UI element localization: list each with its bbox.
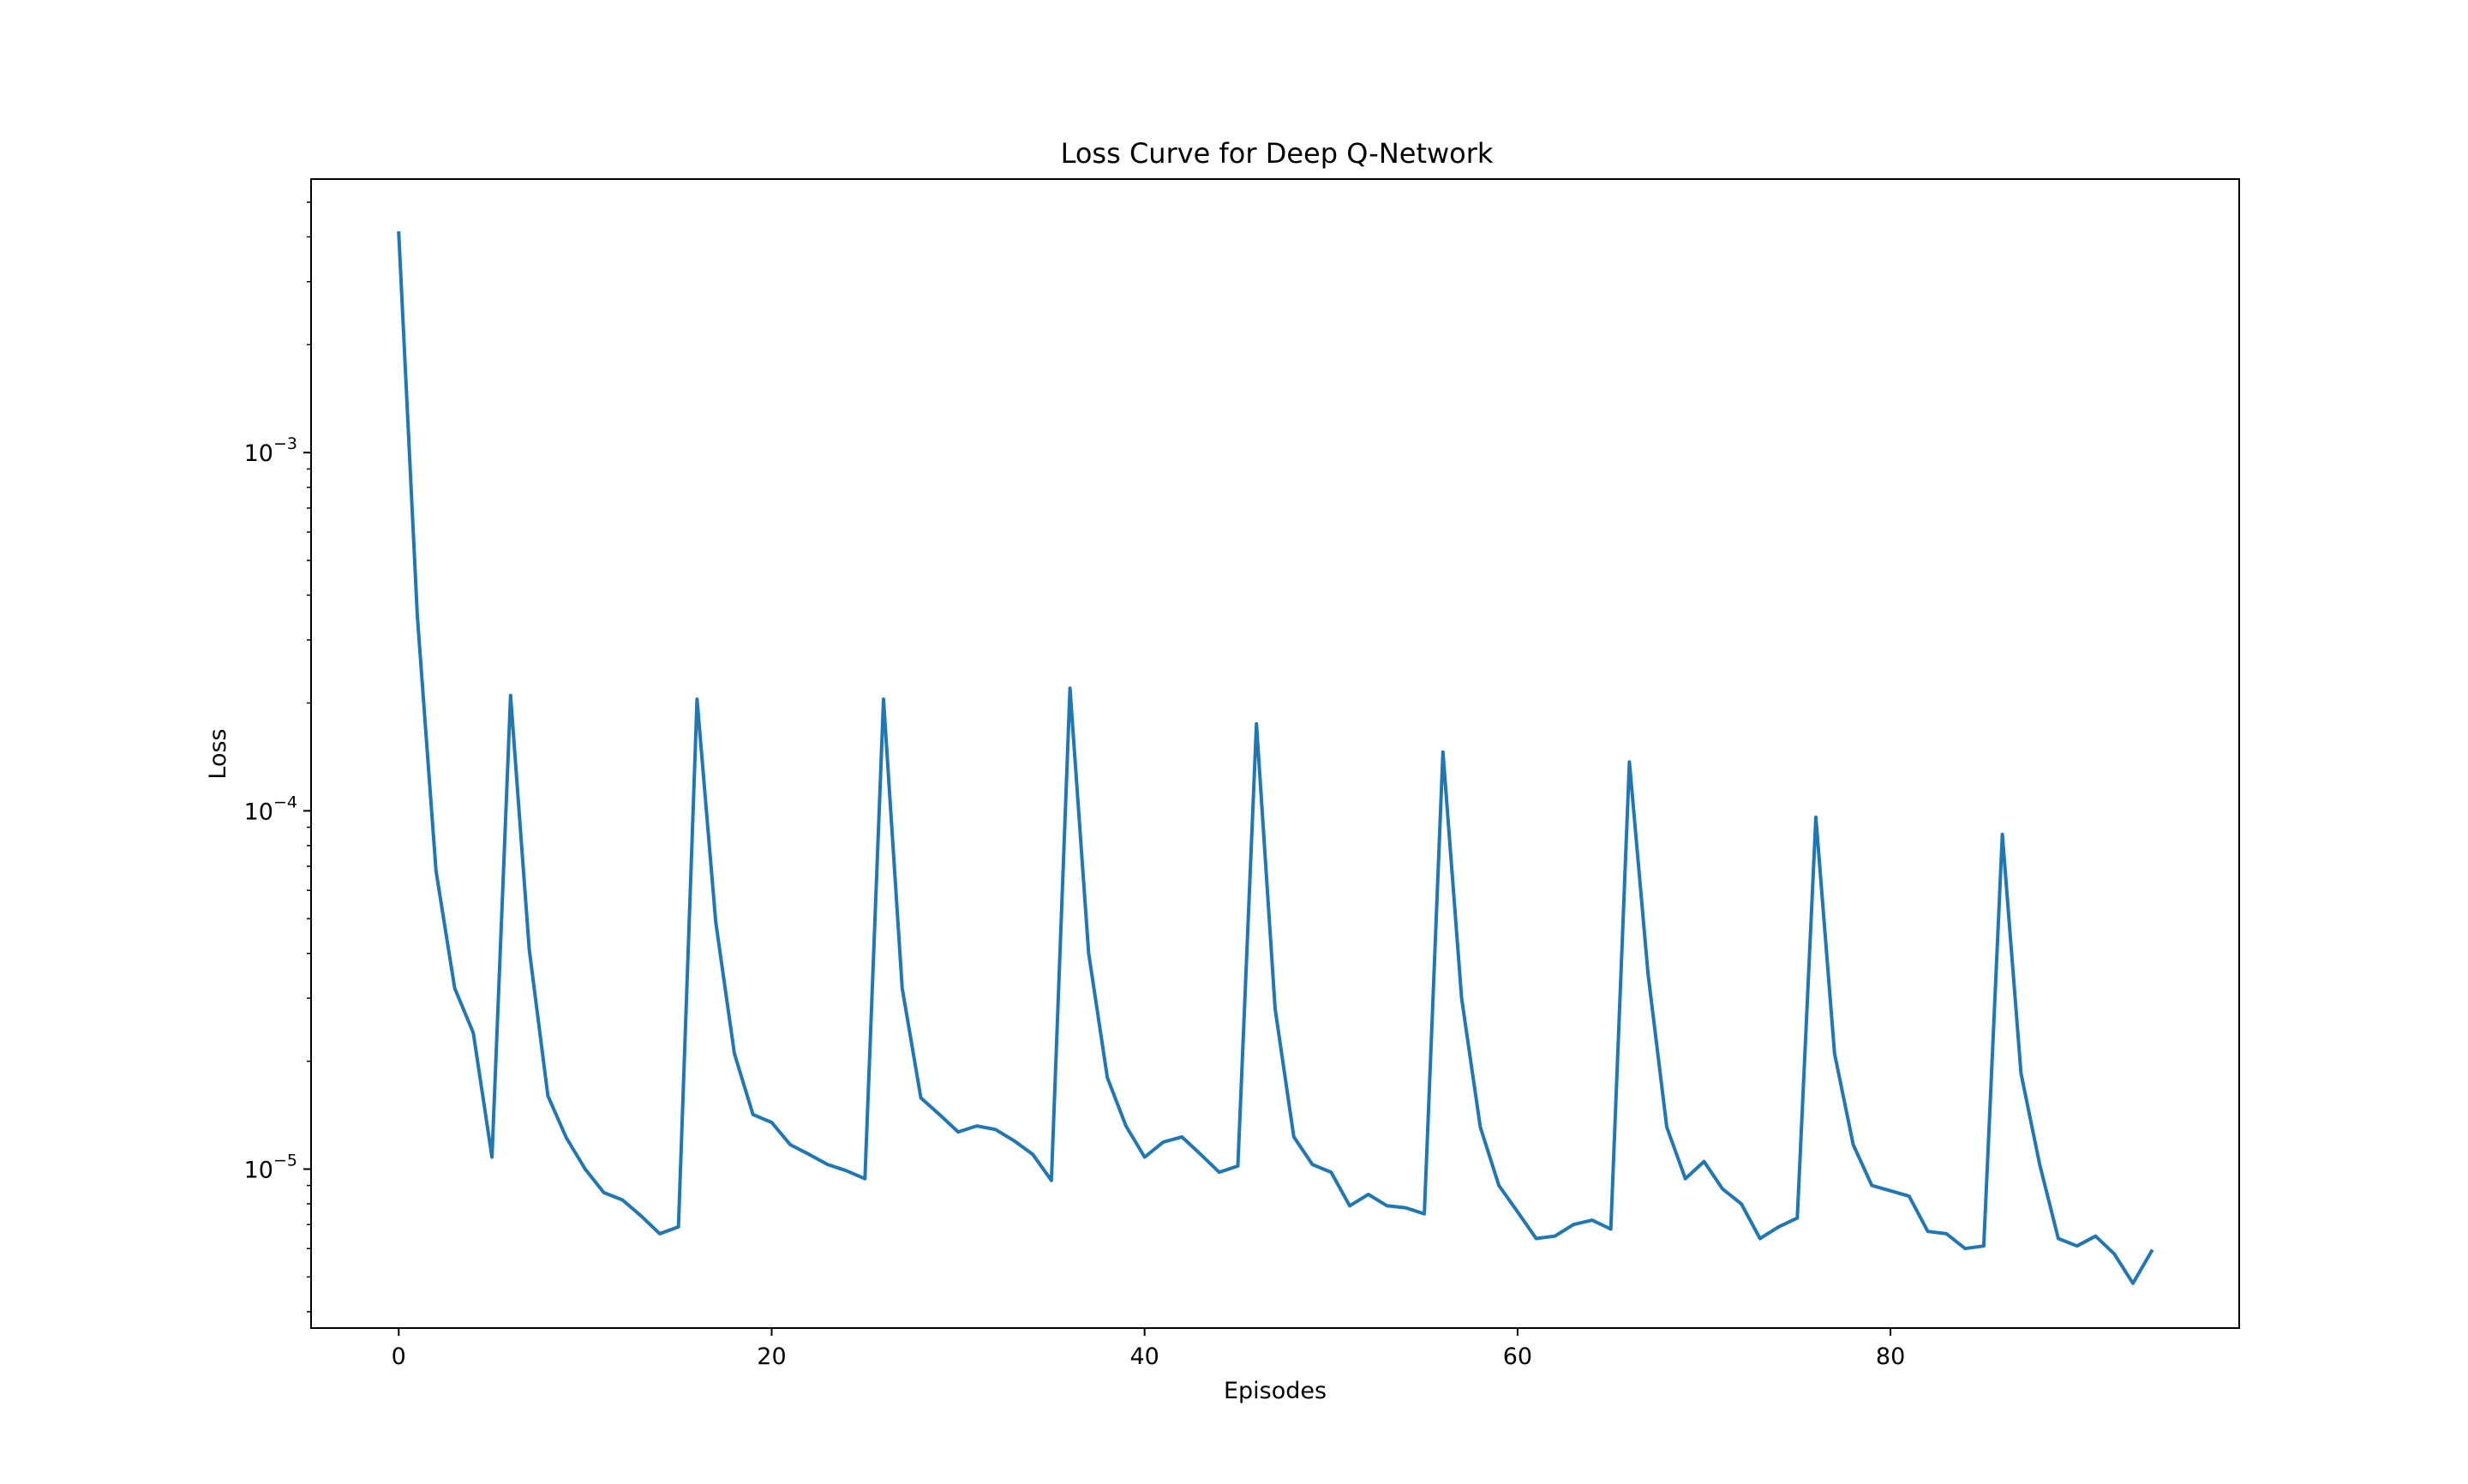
x-tick-label: 40	[1129, 1343, 1159, 1370]
loss-series-line	[397, 230, 2154, 1285]
x-tick-label: 20	[757, 1343, 786, 1370]
y-major-ticks: 10−3 10−4 10−5	[244, 434, 311, 1183]
x-axis-label: Episodes	[1224, 1378, 1327, 1404]
plot-frame	[310, 178, 2240, 1329]
y-axis-label: Loss	[205, 728, 231, 779]
x-ticks: 0 20 40 60 80	[392, 1328, 1905, 1370]
y-tick-label: 10−5	[244, 1151, 297, 1183]
x-tick-label: 0	[392, 1343, 406, 1370]
y-tick-label: 10−4	[244, 793, 297, 825]
x-tick-label: 60	[1503, 1343, 1532, 1370]
x-tick-label: 80	[1876, 1343, 1905, 1370]
y-tick-label: 10−3	[244, 434, 297, 467]
chart-title: Loss Curve for Deep Q-Network	[1061, 137, 1494, 170]
